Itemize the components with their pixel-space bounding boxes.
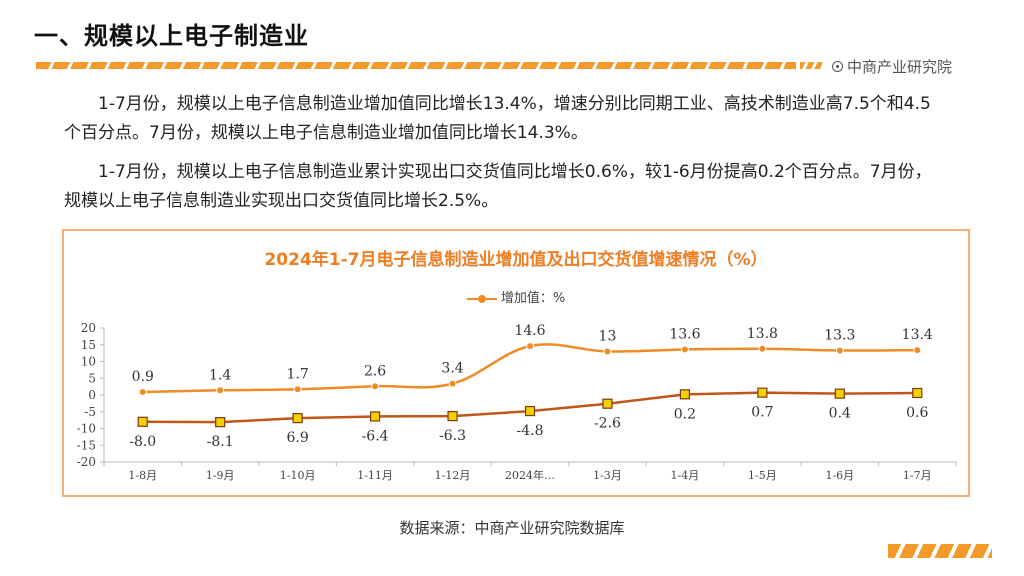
data-label: 2.6 bbox=[364, 363, 386, 379]
chart-legend: 增加值：% bbox=[64, 287, 968, 306]
data-label: 14.6 bbox=[514, 323, 545, 339]
series-1-point bbox=[680, 345, 689, 354]
series-1-point bbox=[448, 379, 457, 388]
y-tick-label: -10 bbox=[77, 422, 96, 436]
y-tick-label: -20 bbox=[77, 455, 96, 469]
brand: 中商产业研究院 bbox=[832, 56, 952, 77]
paragraph-value-added: 1-7月份，规模以上电子信息制造业增加值同比增长13.4%，增速分别比同期工业、… bbox=[64, 94, 931, 143]
y-tick-label: -15 bbox=[77, 438, 96, 452]
data-label: -4.8 bbox=[517, 423, 544, 439]
series-1-point bbox=[913, 346, 922, 355]
x-tick-label: 1-10月 bbox=[280, 469, 316, 482]
series-1-point bbox=[603, 347, 612, 356]
series-2-point bbox=[137, 416, 148, 427]
series-1-point bbox=[526, 342, 534, 351]
data-label: 13 bbox=[599, 328, 617, 344]
series-2-point bbox=[912, 387, 923, 399]
title-underline-stripe-end bbox=[800, 62, 822, 69]
paragraph-export-value: 1-7月份，规模以上电子信息制造业累计实现出口交货值同比增长0.6%，较1-6月… bbox=[64, 162, 932, 211]
target-icon bbox=[832, 61, 843, 72]
series-1-point bbox=[835, 346, 844, 355]
y-tick-label: 5 bbox=[88, 371, 96, 385]
series-1-point bbox=[216, 386, 225, 395]
data-label: -6.3 bbox=[439, 428, 466, 444]
data-label: -2.6 bbox=[594, 416, 621, 432]
data-label: -6.4 bbox=[362, 428, 389, 444]
x-tick-label: 1-9月 bbox=[206, 469, 235, 482]
series-2-point bbox=[757, 387, 768, 398]
legend-label: 增加值：% bbox=[500, 291, 566, 306]
series-2-point bbox=[292, 413, 303, 424]
data-label: -8.1 bbox=[207, 434, 234, 450]
data-label: 0.2 bbox=[674, 406, 696, 422]
series-1-point bbox=[138, 387, 147, 396]
x-tick-label: 1-5月 bbox=[748, 469, 777, 482]
data-label: 13.6 bbox=[669, 326, 700, 342]
series-1-point bbox=[371, 382, 380, 391]
series-2-point bbox=[834, 388, 845, 399]
data-label: 6.9 bbox=[287, 430, 309, 446]
line-chart: 20 15 10 5 0 -5 -10 -15 -20 1-8月 1-9月 1-10月 1-11月 1-1… bbox=[77, 321, 957, 482]
data-label: 3.4 bbox=[441, 361, 463, 377]
y-tick-label: -5 bbox=[84, 405, 96, 419]
x-tick-label: 1-11月 bbox=[357, 469, 393, 482]
series-1-point bbox=[758, 344, 767, 353]
brand-name: 中商产业研究院 bbox=[847, 58, 953, 76]
x-tick-label: 1-12月 bbox=[435, 469, 471, 482]
y-tick-label: 0 bbox=[88, 388, 96, 402]
x-tick-label: 1-6月 bbox=[825, 469, 854, 482]
series-2-point bbox=[679, 389, 691, 400]
series-2-point bbox=[602, 398, 613, 409]
y-tick-label: 20 bbox=[81, 321, 96, 335]
data-label: -8.0 bbox=[129, 434, 156, 450]
data-label: 1.4 bbox=[209, 367, 231, 383]
data-label: 0.4 bbox=[829, 406, 851, 422]
series-2-point bbox=[447, 411, 458, 422]
x-tick-label: 1-8月 bbox=[128, 469, 157, 482]
title-underline-stripe bbox=[36, 62, 796, 69]
corner-stripe-decoration bbox=[888, 544, 992, 558]
chart-frame: 2024年1-7月电子信息制造业增加值及出口交货值增速情况（%） 增加值：% 2… bbox=[62, 229, 970, 497]
series-1-point bbox=[293, 385, 302, 394]
x-tick-label: 1-7月 bbox=[903, 469, 932, 482]
series-2-point bbox=[369, 411, 381, 422]
x-tick-label: 2024年… bbox=[505, 468, 555, 482]
data-label: 0.9 bbox=[132, 369, 154, 385]
data-label: 0.7 bbox=[751, 405, 773, 421]
series-2-point bbox=[215, 417, 226, 428]
chart-title: 2024年1-7月电子信息制造业增加值及出口交货值增速情况（%） bbox=[264, 250, 768, 270]
page-title: 一、规模以上电子制造业 bbox=[34, 22, 309, 50]
data-label: 13.4 bbox=[902, 327, 933, 343]
data-label: 1.7 bbox=[287, 366, 309, 382]
y-tick-label: 15 bbox=[81, 338, 96, 352]
series-2-point bbox=[524, 405, 536, 417]
x-tick-label: 1-4月 bbox=[671, 469, 700, 482]
legend-line-icon bbox=[466, 294, 497, 304]
data-label: 13.8 bbox=[747, 326, 778, 342]
x-tick-label: 1-3月 bbox=[593, 469, 622, 482]
data-label: 13.3 bbox=[824, 327, 855, 343]
y-tick-label: 10 bbox=[81, 355, 96, 369]
data-label: 0.6 bbox=[906, 405, 928, 421]
data-source: 数据来源：中商产业研究院数据库 bbox=[399, 519, 625, 537]
series-line-1 bbox=[142, 343, 918, 394]
